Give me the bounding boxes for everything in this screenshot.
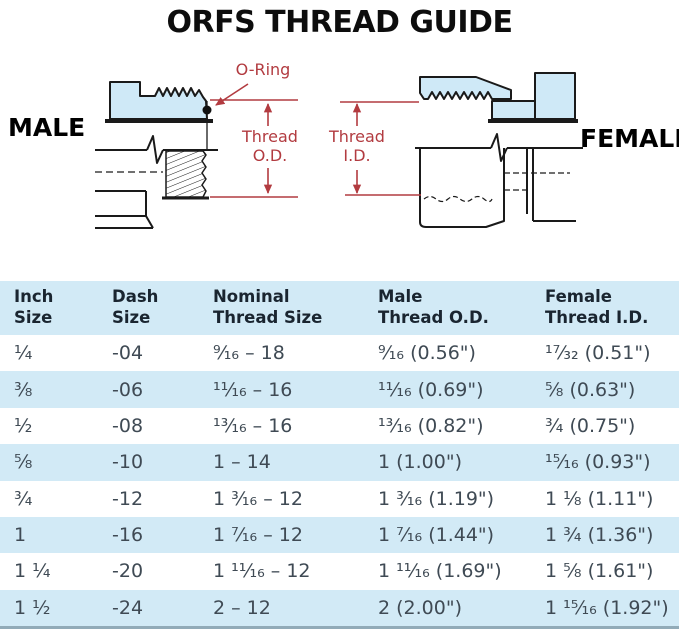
thread-od-annotation: Thread O.D.: [242, 127, 298, 166]
table-cell: 2 (2.00"): [378, 596, 462, 619]
table-cell: 1 ¹¹⁄₁₆ – 12: [213, 560, 311, 583]
col-header-inch-size: Inch Size: [0, 287, 98, 328]
table-cell: 1 (1.00"): [378, 451, 462, 474]
table-cell: -10: [112, 451, 144, 474]
table-cell: 1 ⁷⁄₁₆ – 12: [213, 524, 303, 547]
table-row: ¹⁄₄ -04 ⁹⁄₁₆ – 18 ⁹⁄₁₆ (0.56") ¹⁷⁄₃₂ (0.…: [0, 335, 679, 372]
table-cell: ³⁄₄ (0.75"): [545, 414, 636, 437]
table-cell: -16: [112, 524, 144, 547]
table-cell: ¹³⁄₁₆ – 16: [213, 414, 293, 437]
o-ring-arrow: [215, 83, 249, 106]
table-cell: 1 ¹⁄₄: [14, 560, 51, 583]
table-header-row: Inch Size Dash Size Nominal Thread Size …: [0, 281, 679, 335]
table-cell: -06: [112, 378, 144, 401]
o-ring-annotation: O-Ring: [235, 60, 291, 79]
table-cell: ⁹⁄₁₆ (0.56"): [378, 342, 476, 365]
table-cell: -20: [112, 560, 144, 583]
col-header-line: Male: [378, 287, 423, 307]
col-header-male-thread-od: Male Thread O.D.: [364, 287, 531, 328]
male-fitting-drawing: [95, 81, 218, 229]
table-cell: -24: [112, 596, 144, 619]
table-cell: 1 ¹⁄₂: [14, 596, 51, 619]
thread-id-dimension: [340, 101, 421, 196]
table-cell: 1 – 14: [213, 451, 271, 474]
table-cell: 1 ³⁄₁₆ (1.19"): [378, 487, 495, 510]
table-cell: ⁵⁄₈ (0.63"): [545, 378, 636, 401]
col-header-line: Thread I.D.: [545, 308, 649, 327]
col-header-female-thread-id: Female Thread I.D.: [531, 287, 679, 328]
table-row: 1 ¹⁄₂ -24 2 – 12 2 (2.00") 1 ¹⁵⁄₁₆ (1.92…: [0, 589, 679, 626]
table-cell: ⁵⁄₈: [14, 451, 33, 474]
col-header-dash-size: Dash Size: [98, 287, 199, 328]
thread-id-annotation: Thread I.D.: [329, 127, 385, 166]
table-cell: ³⁄₈: [14, 378, 33, 401]
table-row: ⁵⁄₈ -10 1 – 14 1 (1.00") ¹⁵⁄₁₆ (0.93"): [0, 444, 679, 481]
table-cell: -12: [112, 487, 144, 510]
o-ring-dot: [202, 105, 212, 115]
col-header-line: Size: [112, 308, 151, 327]
col-header-line: Thread Size: [213, 308, 323, 327]
table-cell: 1: [14, 524, 27, 547]
table-cell: ¹¹⁄₁₆ (0.69"): [378, 378, 484, 401]
table-cell: ¹⁄₄: [14, 342, 33, 365]
table-cell: -08: [112, 414, 144, 437]
table-row: 1 -16 1 ⁷⁄₁₆ – 12 1 ⁷⁄₁₆ (1.44") 1 ³⁄₄ (…: [0, 516, 679, 554]
col-header-line: Size: [14, 308, 53, 327]
table-cell: ¹⁄₂: [14, 414, 33, 437]
table-row: ³⁄₄ -12 1 ³⁄₁₆ – 12 1 ³⁄₁₆ (1.19") 1 ¹⁄₈…: [0, 480, 679, 517]
table-cell: ⁹⁄₁₆ – 18: [213, 342, 285, 365]
table-cell: 1 ¹⁄₈ (1.11"): [545, 487, 654, 510]
female-fitting-drawing: [415, 72, 583, 228]
table-cell: ¹³⁄₁₆ (0.82"): [378, 414, 484, 437]
table-row: 1 ¹⁄₄ -20 1 ¹¹⁄₁₆ – 12 1 ¹¹⁄₁₆ (1.69") 1…: [0, 553, 679, 590]
table-cell: 1 ¹⁵⁄₁₆ (1.92"): [545, 596, 669, 619]
male-fitting-label: MALE: [8, 113, 86, 142]
table-cell: 1 ¹¹⁄₁₆ (1.69"): [378, 560, 502, 583]
col-header-line: Inch: [14, 287, 54, 307]
page-title: ORFS THREAD GUIDE: [166, 5, 513, 40]
table-cell: 1 ⁷⁄₁₆ (1.44"): [378, 524, 495, 547]
col-header-line: Nominal: [213, 287, 290, 307]
col-header-nominal-thread-size: Nominal Thread Size: [199, 287, 364, 328]
table-cell: ¹⁵⁄₁₆ (0.93"): [545, 451, 651, 474]
table-cell: ¹⁷⁄₃₂ (0.51"): [545, 342, 651, 365]
table-row: ³⁄₈ -06 ¹¹⁄₁₆ – 16 ¹¹⁄₁₆ (0.69") ⁵⁄₈ (0.…: [0, 371, 679, 408]
col-header-line: Female: [545, 287, 612, 307]
fitting-cross-section-diagram: [95, 72, 583, 229]
table-cell: 2 – 12: [213, 596, 271, 619]
table-cell: -04: [112, 342, 144, 365]
table-cell: ³⁄₄: [14, 487, 33, 510]
table-cell: 1 ³⁄₄ (1.36"): [545, 524, 654, 547]
table-cell: ¹¹⁄₁₆ – 16: [213, 378, 293, 401]
table-cell: 1 ⁵⁄₈ (1.61"): [545, 560, 654, 583]
thread-size-table: Inch Size Dash Size Nominal Thread Size …: [0, 281, 679, 629]
table-cell: 1 ³⁄₁₆ – 12: [213, 487, 303, 510]
col-header-line: Dash: [112, 287, 159, 307]
female-fitting-label: FEMALE: [580, 124, 679, 153]
table-row: ¹⁄₂ -08 ¹³⁄₁₆ – 16 ¹³⁄₁₆ (0.82") ³⁄₄ (0.…: [0, 407, 679, 445]
col-header-line: Thread O.D.: [378, 308, 489, 327]
